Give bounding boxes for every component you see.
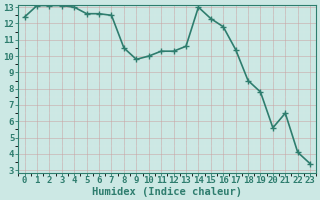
X-axis label: Humidex (Indice chaleur): Humidex (Indice chaleur)	[92, 186, 242, 197]
